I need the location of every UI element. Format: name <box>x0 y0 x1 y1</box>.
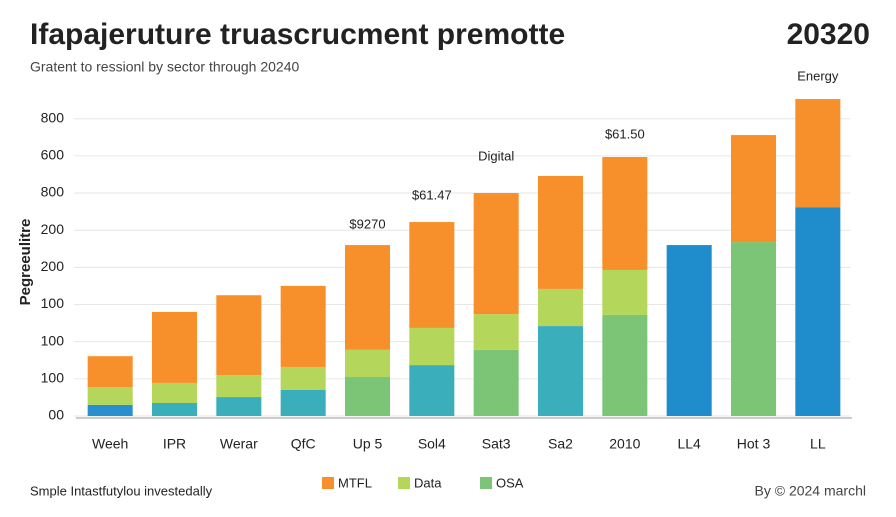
x-tick-label: IPR <box>163 436 186 452</box>
annotation: Energy <box>797 68 839 83</box>
x-tick-label: Werar <box>220 436 258 452</box>
bar-segment <box>216 397 262 416</box>
bar-segment <box>151 311 198 383</box>
y-tick-label: 00 <box>48 407 64 423</box>
y-tick-label: 800 <box>41 109 65 125</box>
bar-segment <box>795 207 841 416</box>
bar-segment <box>602 157 648 270</box>
y-tick-label: 200 <box>41 258 65 274</box>
x-tick-label: Hot 3 <box>737 436 771 452</box>
chart-subtitle: Gratent to ressionl by sector through 20… <box>30 59 299 75</box>
bar-segment <box>216 295 262 376</box>
y-tick-label: 600 <box>41 147 65 163</box>
bar-segment <box>473 193 519 315</box>
annotation: $61.47 <box>412 187 452 202</box>
bar-segment <box>602 269 648 315</box>
bar-segment <box>409 222 455 328</box>
annotation: $9270 <box>349 217 385 232</box>
legend-label: MTFL <box>338 475 372 490</box>
y-tick-label: 100 <box>41 332 65 348</box>
y-tick-label: 200 <box>41 221 65 237</box>
legend-swatch <box>398 477 410 489</box>
annotation: $61.50 <box>605 126 645 141</box>
bar-segment <box>280 366 326 390</box>
x-tick-label: Up 5 <box>353 436 383 452</box>
y-axis-label: Pegreeulitre <box>17 219 34 306</box>
bar-segment <box>730 135 777 243</box>
legend-swatch <box>480 477 492 489</box>
bar-segment <box>795 99 841 208</box>
bar-segment <box>730 242 777 416</box>
bar-segment <box>537 288 584 327</box>
bar-segment <box>344 376 391 416</box>
bar-segment <box>409 365 455 416</box>
x-tick-label: QfC <box>291 436 316 452</box>
legend-label: OSA <box>496 475 524 490</box>
x-tick-label: Weeh <box>92 436 128 452</box>
bar-segment <box>344 349 391 377</box>
bar-segment <box>87 404 133 416</box>
x-tick-label: 2010 <box>609 436 640 452</box>
bar-segment <box>473 314 519 350</box>
bar-segment <box>151 382 198 403</box>
bar-segment <box>216 375 262 398</box>
x-tick-label: Sat3 <box>482 436 511 452</box>
bar-segment <box>666 245 712 416</box>
x-tick-label: LL4 <box>677 436 701 452</box>
x-tick-label: Sa2 <box>548 436 573 452</box>
badge: 20320 <box>787 18 870 51</box>
bar-segment <box>537 175 584 289</box>
bar-segment <box>280 389 326 416</box>
bar-segment <box>537 326 584 416</box>
bar-segment <box>151 402 198 416</box>
legend-swatch <box>322 477 334 489</box>
legend-label: Data <box>414 475 442 490</box>
y-tick-label: 100 <box>41 370 65 386</box>
footer-right: By © 2024 marchl <box>755 483 866 499</box>
bar-segment <box>602 314 648 416</box>
chart-title: Ifapajeruture truascrucment premotte <box>30 18 565 51</box>
x-tick-label: LL <box>810 436 826 452</box>
bar-segment <box>87 356 133 388</box>
annotation: Digital <box>478 148 514 163</box>
footer-left: Smple Intastfutylou investedally <box>30 483 213 498</box>
y-tick-label: 800 <box>41 184 65 200</box>
x-tick-label: Sol4 <box>418 436 446 452</box>
bar-segment <box>473 349 519 416</box>
y-tick-label: 100 <box>41 295 65 311</box>
bar-segment <box>409 327 455 366</box>
bar-segment <box>280 285 326 367</box>
bar-segment <box>344 245 391 350</box>
bar-segment <box>87 387 133 405</box>
